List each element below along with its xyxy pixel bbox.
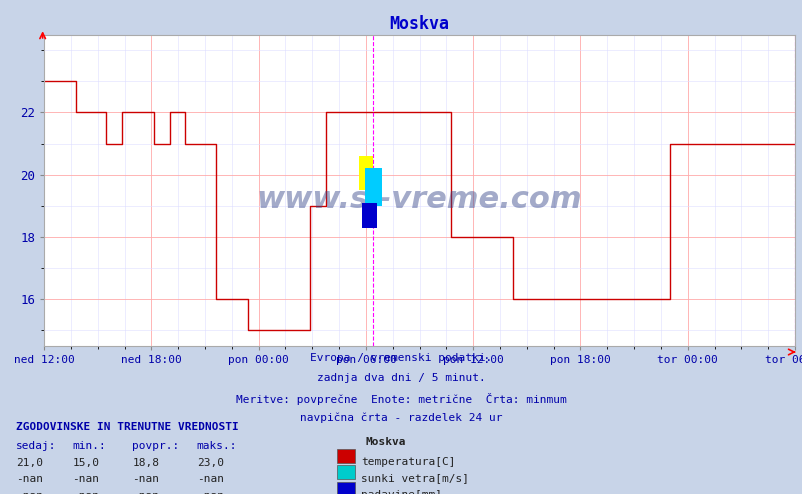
Text: -nan: -nan: [72, 474, 99, 484]
Text: ZGODOVINSKE IN TRENUTNE VREDNOSTI: ZGODOVINSKE IN TRENUTNE VREDNOSTI: [16, 422, 238, 432]
Text: navpična črta - razdelek 24 ur: navpična črta - razdelek 24 ur: [300, 412, 502, 423]
Text: padavine[mm]: padavine[mm]: [361, 490, 442, 494]
Text: povpr.:: povpr.:: [132, 441, 180, 451]
Text: -nan: -nan: [132, 491, 160, 494]
Text: Evropa / vremenski podatki.: Evropa / vremenski podatki.: [310, 353, 492, 363]
Title: Moskva: Moskva: [389, 15, 449, 33]
Text: www.si-vreme.com: www.si-vreme.com: [257, 185, 581, 214]
Text: -nan: -nan: [72, 491, 99, 494]
Text: 18,8: 18,8: [132, 458, 160, 468]
Bar: [362, 203, 377, 228]
Text: Moskva: Moskva: [365, 437, 405, 447]
Text: temperatura[C]: temperatura[C]: [361, 457, 456, 467]
Text: -nan: -nan: [132, 474, 160, 484]
Bar: [365, 168, 381, 206]
Text: maks.:: maks.:: [196, 441, 237, 451]
Bar: [358, 156, 372, 190]
Text: 23,0: 23,0: [196, 458, 224, 468]
Text: 21,0: 21,0: [16, 458, 43, 468]
Text: sedaj:: sedaj:: [16, 441, 56, 451]
Text: 15,0: 15,0: [72, 458, 99, 468]
Text: sunki vetra[m/s]: sunki vetra[m/s]: [361, 473, 468, 483]
Text: zadnja dva dni / 5 minut.: zadnja dva dni / 5 minut.: [317, 373, 485, 383]
Text: -nan: -nan: [16, 491, 43, 494]
Text: Meritve: povprečne  Enote: metrične  Črta: minmum: Meritve: povprečne Enote: metrične Črta:…: [236, 393, 566, 405]
Text: -nan: -nan: [196, 491, 224, 494]
Text: -nan: -nan: [16, 474, 43, 484]
Text: min.:: min.:: [72, 441, 106, 451]
Text: -nan: -nan: [196, 474, 224, 484]
